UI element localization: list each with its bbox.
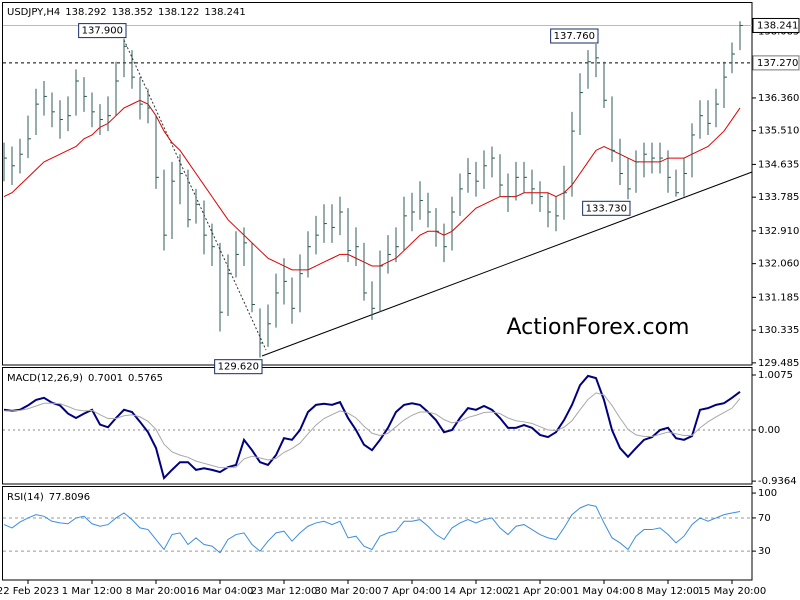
x-tick-label: 22 Feb 2023 [0, 586, 59, 597]
last-price-label: 138.241 [757, 20, 798, 31]
panel-header: USDJPY,H4 [7, 7, 60, 18]
panel-header: 77.8096 [49, 492, 90, 503]
x-tick-label: 1 May 04:00 [573, 586, 635, 597]
rsi-panel-frame [2, 486, 753, 581]
x-tick-label: 8 May 12:00 [637, 586, 699, 597]
x-tick-label: 30 Mar 20:00 [315, 586, 382, 597]
x-tick-label: 1 Mar 12:00 [62, 586, 122, 597]
y-tick-label: 100 [758, 488, 777, 499]
panel-header: 138.241 [204, 7, 245, 18]
y-tick-label: 0.00 [758, 425, 780, 436]
x-tick-label: 23 Mar 12:00 [251, 586, 318, 597]
y-tick-label: 131.185 [758, 292, 799, 303]
y-tick-label: -0.9364 [758, 476, 797, 487]
y-tick-label: 30 [758, 546, 771, 557]
annotation-box [78, 23, 127, 39]
x-tick-label: 8 Mar 20:00 [126, 586, 186, 597]
y-tick-label: 135.510 [758, 126, 799, 137]
panel-header: 0.7001 [88, 373, 123, 384]
annotation-box [214, 359, 263, 375]
panel-header: 0.5765 [128, 373, 163, 384]
annotation-box [550, 28, 599, 44]
macd-panel-frame [2, 367, 753, 485]
x-tick-label: 16 Mar 04:00 [187, 586, 254, 597]
watermark: ActionForex.com [507, 315, 690, 340]
panel-header: MACD(12,26,9) [7, 373, 83, 384]
indicator-line [3, 504, 741, 554]
x-tick-label: 15 May 20:00 [698, 586, 767, 597]
y-tick-label: 70 [758, 513, 771, 524]
y-tick-label: 136.360 [758, 93, 799, 104]
price-annotation: 137.760 [554, 31, 595, 42]
y-tick-label: 1.0075 [758, 370, 793, 381]
level-label: 137.270 [757, 58, 798, 69]
support-trendline [261, 171, 753, 357]
y-tick-label: 129.485 [758, 358, 799, 369]
price-panel-frame [2, 2, 753, 366]
indicator-line [3, 374, 741, 481]
annotation-box [582, 200, 631, 216]
y-tick-label: 130.335 [758, 325, 799, 336]
panel-header: RSI(14) [7, 492, 44, 503]
x-tick-label: 7 Apr 04:00 [383, 586, 442, 597]
x-tick-label: 21 Apr 20:00 [507, 586, 572, 597]
panel-header: 138.352 [112, 7, 153, 18]
moving-average [3, 99, 741, 271]
x-tick-label: 14 Apr 12:00 [443, 586, 508, 597]
price-annotation: 129.620 [218, 362, 259, 373]
price-annotation: 133.730 [586, 203, 627, 214]
panel-header: 138.292 [65, 7, 106, 18]
indicator-line [4, 392, 741, 469]
price-annotation: 137.900 [82, 26, 123, 37]
y-tick-label: 132.910 [758, 226, 799, 237]
last-price-box [752, 17, 800, 33]
y-tick-label: 134.635 [758, 159, 799, 170]
y-tick-label: 132.060 [758, 259, 799, 270]
y-tick-label: 133.785 [758, 192, 799, 203]
panel-header: 138.122 [158, 7, 199, 18]
level-box [752, 55, 800, 71]
